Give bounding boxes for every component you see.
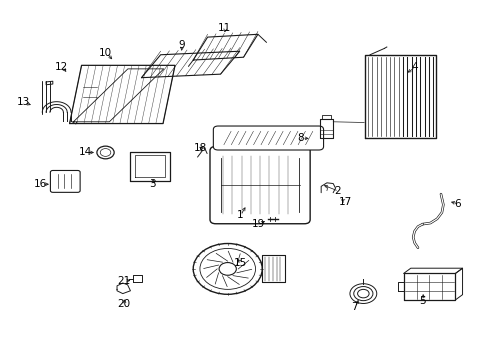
FancyBboxPatch shape xyxy=(209,147,309,224)
FancyBboxPatch shape xyxy=(50,171,80,192)
Text: 4: 4 xyxy=(410,62,417,72)
Text: 12: 12 xyxy=(55,62,68,72)
Text: 3: 3 xyxy=(149,179,156,189)
Text: 14: 14 xyxy=(79,148,92,157)
Text: 15: 15 xyxy=(234,258,247,268)
Text: 7: 7 xyxy=(351,302,357,312)
Text: 13: 13 xyxy=(17,98,30,107)
Text: 19: 19 xyxy=(252,219,265,229)
Text: 11: 11 xyxy=(217,23,230,33)
Text: 8: 8 xyxy=(297,133,304,143)
Text: 21: 21 xyxy=(117,275,130,285)
Text: 2: 2 xyxy=(334,186,341,196)
Text: 1: 1 xyxy=(236,210,243,220)
Text: 5: 5 xyxy=(419,296,425,306)
Text: 6: 6 xyxy=(453,199,460,209)
Text: 17: 17 xyxy=(338,197,351,207)
FancyBboxPatch shape xyxy=(213,126,323,150)
Text: 20: 20 xyxy=(117,299,130,309)
Text: 16: 16 xyxy=(34,179,47,189)
Text: 9: 9 xyxy=(178,40,184,50)
Text: 18: 18 xyxy=(193,143,206,153)
Text: 10: 10 xyxy=(99,48,112,58)
